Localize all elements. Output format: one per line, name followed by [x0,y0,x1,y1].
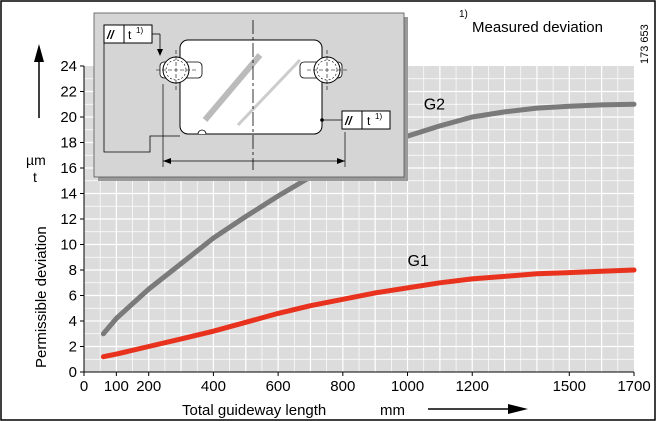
x-tick-label: 1500 [553,378,586,395]
y-tick-label: 4 [69,313,77,330]
tolerance-label-right: t [367,114,371,128]
tolerance-symbol-left: // [106,28,115,42]
tolerance-sup-right: 1) [375,112,382,121]
x-tick-labels: 0 100 200 400 600 800 1000 1200 1500 1700 [80,372,651,395]
y-tick-label: 24 [60,58,77,75]
y-tick-label: 6 [69,288,77,305]
x-tick-label: 1200 [456,378,489,395]
x-axis-label: Total guideway length [182,402,326,419]
y-axis-label: Permissible deviation [33,226,50,368]
x-tick-label: 400 [201,378,226,395]
inset-drawing: // t 1) // t 1) [93,12,408,181]
series-label-g1: G1 [408,253,429,270]
footnote-mark: 1) [459,9,468,20]
y-tick-label: 0 [69,364,77,381]
x-tick-label: 0 [80,378,88,395]
x-axis-unit: mm [380,402,405,419]
footnote-text: Measured deviation [472,19,603,36]
y-tick-label: 20 [60,109,77,126]
y-tick-label: 12 [60,211,77,228]
y-tick-label: 16 [60,160,77,177]
y-tick-label: 8 [69,262,77,279]
carriage-shine [202,53,263,122]
y-tick-label: 18 [60,135,77,152]
carriage-body [179,39,323,135]
y-tick-label: 10 [60,237,77,254]
x-tick-label: 600 [266,378,291,395]
y-tick-label: 14 [60,186,77,203]
tolerance-symbol-right: // [344,114,353,128]
y-unit-bottom: t [33,169,37,185]
y-tick-label: 22 [60,84,77,101]
x-tick-label: 200 [136,378,161,395]
x-tick-label: 100 [104,378,129,395]
series-line-g1 [100,267,637,360]
y-tick-label: 2 [69,339,77,356]
figure-code: 173 653 [639,24,651,64]
x-axis-arrow [428,404,528,414]
x-tick-label: 1700 [617,378,650,395]
tolerance-label-left: t [128,28,132,42]
series-label-g2: G2 [424,96,445,113]
tolerance-sup-left: 1) [136,26,143,35]
y-unit-top: µm [26,152,46,168]
x-tick-label: 800 [330,378,355,395]
y-axis-arrow [34,44,44,118]
x-tick-label: 1000 [391,378,424,395]
